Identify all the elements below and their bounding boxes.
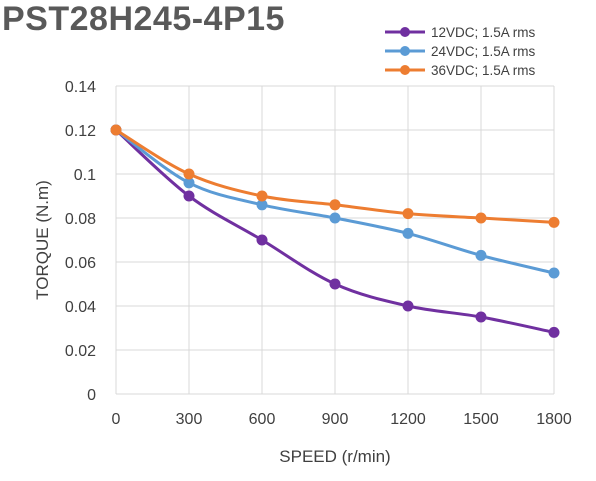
data-point	[475, 249, 487, 261]
x-tick-label: 1200	[390, 411, 426, 428]
data-point	[110, 124, 122, 136]
data-point	[475, 311, 487, 323]
data-point	[548, 216, 560, 228]
x-tick-label: 1800	[536, 411, 572, 428]
x-tick-label: 300	[176, 411, 203, 428]
y-tick-label: 0.1	[74, 167, 96, 184]
legend-marker	[400, 46, 410, 56]
data-point	[256, 199, 268, 211]
legend-label: 36VDC; 1.5A rms	[431, 63, 536, 78]
x-tick-label: 0	[112, 411, 121, 428]
y-tick-label: 0.02	[65, 343, 96, 360]
data-point	[402, 208, 414, 220]
data-point	[183, 177, 195, 189]
series-0	[110, 124, 560, 338]
series-group	[110, 124, 560, 338]
y-tick-label: 0.08	[65, 211, 96, 228]
y-tick-label: 0.04	[65, 299, 96, 316]
data-point	[256, 190, 268, 202]
data-point	[548, 326, 560, 338]
legend-marker	[400, 27, 410, 37]
data-point	[256, 234, 268, 246]
y-axis-label: TORQUE (N.m)	[33, 180, 52, 300]
chart-title: PST28H245-4P15	[2, 0, 285, 38]
data-point	[329, 199, 341, 211]
y-tick-labels: 0 0.02 0.04 0.06 0.08 0.1 0.12 0.14	[65, 79, 96, 404]
legend-marker	[400, 65, 410, 75]
x-tick-label: 900	[322, 411, 349, 428]
y-tick-label: 0.14	[65, 79, 96, 96]
data-point	[183, 190, 195, 202]
data-point	[548, 267, 560, 279]
y-tick-label: 0.12	[65, 123, 96, 140]
data-point	[183, 168, 195, 180]
data-point	[329, 278, 341, 290]
data-point	[475, 212, 487, 224]
y-tick-label: 0	[87, 387, 96, 404]
x-axis-label: SPEED (r/min)	[279, 447, 390, 466]
data-point	[402, 227, 414, 239]
x-tick-label: 600	[249, 411, 276, 428]
data-point	[329, 212, 341, 224]
x-tick-labels: 0 300 600 900 1200 1500 1800	[112, 411, 572, 428]
legend-label: 12VDC; 1.5A rms	[431, 25, 536, 40]
series-2	[110, 124, 560, 228]
legend: 12VDC; 1.5A rms 24VDC; 1.5A rms 36VDC; 1.5…	[385, 25, 536, 78]
x-tick-label: 1500	[463, 411, 499, 428]
legend-label: 24VDC; 1.5A rms	[431, 44, 536, 59]
series-1	[110, 124, 560, 279]
grid	[115, 85, 555, 395]
data-point	[402, 300, 414, 312]
y-tick-label: 0.06	[65, 255, 96, 272]
